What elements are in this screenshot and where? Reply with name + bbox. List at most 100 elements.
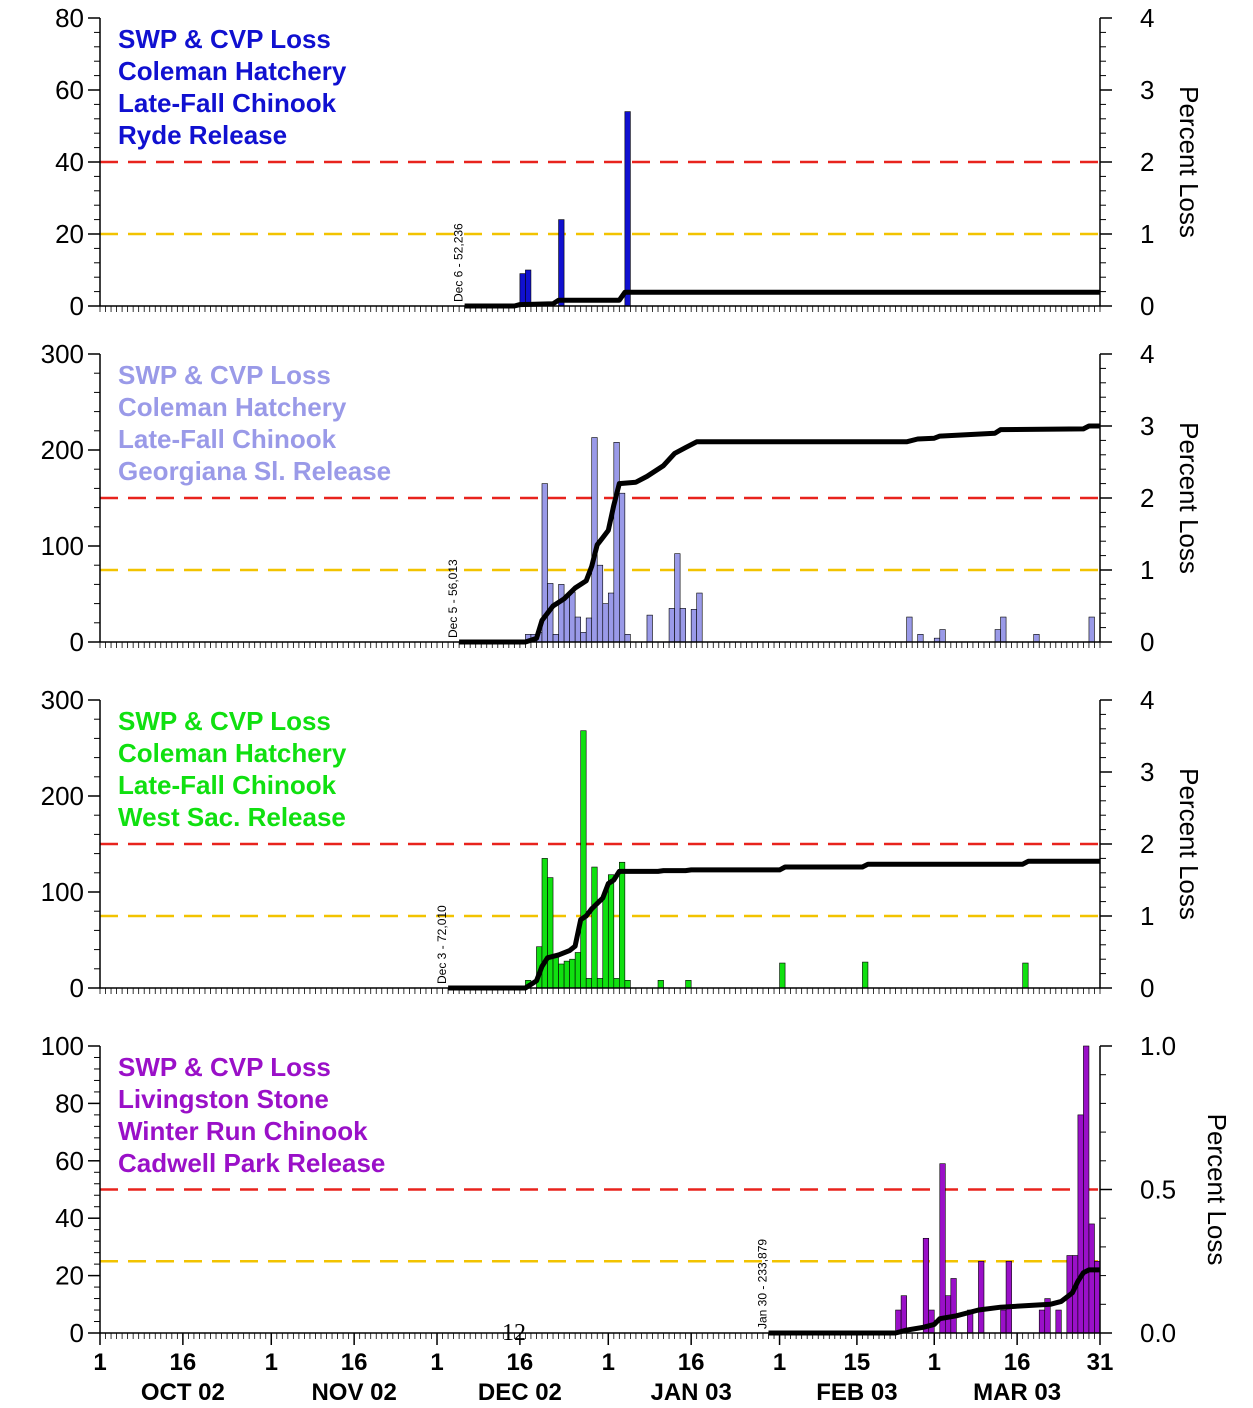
loss-bar <box>1005 1260 1012 1334</box>
loss-bar <box>619 861 626 989</box>
x-tick-label: 1 <box>928 1349 941 1376</box>
y2-tick-label: 3 <box>1140 757 1154 787</box>
y-tick-label: 60 <box>55 75 84 105</box>
y-tick-label: 100 <box>41 531 84 561</box>
y-tick-label: 80 <box>55 3 84 33</box>
y-tick-label: 0 <box>70 1318 84 1348</box>
loss-bar <box>613 442 620 643</box>
y-tick-label: 100 <box>41 1031 84 1061</box>
loss-bar <box>1038 1309 1046 1334</box>
loss-bar <box>978 1260 985 1334</box>
y2-tick-label: 4 <box>1140 339 1154 369</box>
y2-axis-title: Percent Loss <box>1174 422 1204 574</box>
loss-bar <box>619 492 626 643</box>
cumulative-percent-loss-line <box>459 423 1100 645</box>
loss-bar <box>945 1295 952 1334</box>
loss-bar <box>1033 634 1040 643</box>
loss-bar <box>602 603 609 643</box>
panel-title-line: Late-Fall Chinook <box>118 770 337 800</box>
x-tick-label: 15 <box>844 1349 871 1376</box>
loss-bar <box>558 219 565 307</box>
loss-bar <box>596 978 604 989</box>
x-tick-label: 16 <box>507 1349 534 1376</box>
y-tick-label: 200 <box>41 781 84 811</box>
release-annotation: Dec 6 - 52,236 <box>452 223 466 302</box>
panel-title-line: SWP & CVP Loss <box>118 360 331 390</box>
loss-bar <box>607 592 615 643</box>
loss-bar <box>922 1237 930 1334</box>
chart-panel-4: 0 20 40 60 80 100 0.0 0.5 1.0 Percent Loss SWP & C… <box>41 1031 1232 1348</box>
loss-bar <box>1083 1045 1090 1334</box>
loss-bar <box>613 978 620 989</box>
y-tick-label: 100 <box>41 877 84 907</box>
y2-tick-label: 3 <box>1140 411 1154 441</box>
y-tick-label: 200 <box>41 435 84 465</box>
loss-bar <box>547 877 554 989</box>
chart-panel-3: 0 100 200 300 0 1 2 3 4 Percent Loss SWP & CVP Los… <box>41 685 1204 1003</box>
loss-bar <box>950 1278 957 1334</box>
panel-title-line: West Sac. Release <box>118 802 346 832</box>
release-annotation: Dec 3 - 72,010 <box>435 905 449 984</box>
loss-bar <box>563 960 570 989</box>
y-tick-label: 40 <box>55 1203 84 1233</box>
chart-panel-1: 0 20 40 60 80 0 1 2 3 4 Percent Loss SWP & CVP Loss… <box>55 3 1204 321</box>
loss-bar <box>1000 616 1007 643</box>
release-annotation: Jan 30 - 233,879 <box>756 1239 770 1329</box>
loss-bar <box>624 980 631 989</box>
cumulative-percent-loss-line <box>768 1267 1100 1336</box>
loss-bar <box>696 592 703 643</box>
panel-title-line: Georgiana Sl. Release <box>118 456 391 486</box>
panel-title-line: Late-Fall Chinook <box>118 88 337 118</box>
x-month-label: FEB 03 <box>816 1379 897 1406</box>
panel-title-line: SWP & CVP Loss <box>118 24 331 54</box>
x-month-label: JAN 03 <box>650 1379 731 1406</box>
x-tick-label: 16 <box>1004 1349 1031 1376</box>
x-month-label: OCT 02 <box>141 1379 225 1406</box>
loss-bar <box>928 1309 935 1334</box>
y-tick-label: 300 <box>41 685 84 715</box>
panel-title-line: Late-Fall Chinook <box>118 424 337 454</box>
y2-tick-label: 0 <box>1140 291 1154 321</box>
loss-bar <box>558 584 565 643</box>
loss-bar <box>906 616 913 643</box>
loss-bar <box>624 634 631 643</box>
y-tick-label: 20 <box>55 219 84 249</box>
panel-title-line: Coleman Hatchery <box>118 56 347 86</box>
loss-bar <box>558 963 565 989</box>
y2-axis-title: Percent Loss <box>1174 768 1204 920</box>
loss-bar <box>552 634 559 643</box>
loss-bar <box>569 591 576 643</box>
y2-tick-label: 2 <box>1140 829 1154 859</box>
y-tick-label: 0 <box>70 291 84 321</box>
loss-bar <box>574 616 581 643</box>
loss-bar <box>917 634 924 643</box>
loss-bar <box>1077 1114 1084 1334</box>
loss-bar <box>580 632 587 643</box>
y2-tick-label: 0 <box>1140 627 1154 657</box>
chart-panel-2: 0 100 200 300 0 1 2 3 4 Percent Loss SWP & CVP Los… <box>41 339 1204 657</box>
x-month-label: MAR 03 <box>973 1379 1061 1406</box>
loss-bar <box>779 962 786 989</box>
y2-tick-label: 4 <box>1140 685 1154 715</box>
panel-title-line: Ryde Release <box>118 120 287 150</box>
y-tick-label: 40 <box>55 147 84 177</box>
y2-tick-label: 4 <box>1140 3 1154 33</box>
loss-bar <box>525 269 532 307</box>
cumulative-percent-loss-line <box>448 858 1100 991</box>
y2-tick-label: 1 <box>1140 555 1154 585</box>
panel-title-line: Livingston Stone <box>118 1084 329 1114</box>
x-axis-labels: 1 16 1 16 1 16 1 16 1 15 1 16 31 OCT 02 NOV 02 DEC 02 JA… <box>93 1333 1113 1406</box>
loss-bar <box>591 437 598 643</box>
y-tick-label: 300 <box>41 339 84 369</box>
x-tick-label: 16 <box>341 1349 368 1376</box>
y-tick-label: 80 <box>55 1088 84 1118</box>
y2-tick-label: 0.5 <box>1140 1175 1176 1205</box>
loss-bar <box>552 956 559 989</box>
loss-bar <box>563 596 570 643</box>
y2-tick-label: 1 <box>1140 901 1154 931</box>
x-month-label: NOV 02 <box>311 1379 396 1406</box>
loss-bar <box>862 961 869 989</box>
loss-bar <box>690 609 697 643</box>
page-number: 12 <box>502 1320 526 1346</box>
